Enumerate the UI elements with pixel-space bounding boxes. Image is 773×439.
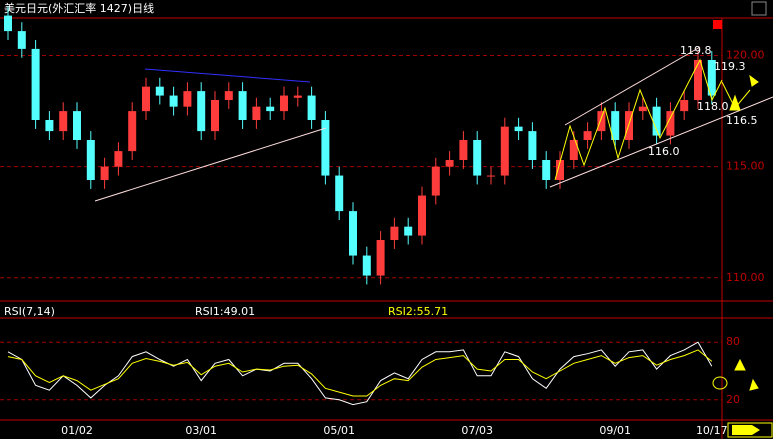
candle-body xyxy=(4,15,12,32)
x-tick-label: 01/02 xyxy=(61,424,93,437)
x-tick-label: 09/01 xyxy=(599,424,631,437)
y-tick-label: 120.00 xyxy=(726,49,765,62)
candle-body xyxy=(680,100,689,112)
y-tick-label: 115.00 xyxy=(726,160,765,173)
candle-body xyxy=(694,60,702,100)
x-tick-label: 03/01 xyxy=(185,424,217,437)
y-tick-label: 110.00 xyxy=(726,271,765,284)
candle-body xyxy=(459,140,468,160)
x-tick-label: 05/01 xyxy=(323,424,355,437)
candle-body xyxy=(556,160,564,180)
candle-body xyxy=(404,226,413,236)
annotation: 119.3 xyxy=(714,60,746,73)
trend-lines xyxy=(94,46,773,438)
candle-body xyxy=(569,140,578,160)
annotation: 118.0 xyxy=(697,100,729,113)
x-tick-label: 07/03 xyxy=(461,424,493,437)
chart-title: 美元日元(外汇汇率 1427)日线 xyxy=(4,1,154,15)
candle-body xyxy=(528,131,537,160)
candle-body xyxy=(238,91,247,120)
candle-body xyxy=(611,111,620,140)
candle-body xyxy=(473,140,482,176)
candle-body xyxy=(280,95,288,112)
annotation: 116.5 xyxy=(726,114,758,127)
candle-body xyxy=(45,120,54,132)
candle-body xyxy=(224,91,233,100)
legend-entry: RSI2:55.71 xyxy=(388,305,448,318)
candle-body xyxy=(211,100,219,132)
candle-body xyxy=(86,140,95,180)
candle-body xyxy=(652,106,661,136)
candle-body xyxy=(128,111,137,152)
candle-body xyxy=(307,95,316,120)
candle-body xyxy=(59,111,68,132)
annotation: 116.0 xyxy=(648,145,680,158)
candle-body xyxy=(197,91,206,132)
candle-body xyxy=(183,91,192,107)
candle-body xyxy=(597,111,606,132)
marker-square xyxy=(713,20,722,29)
candle-body xyxy=(100,166,109,180)
candle-body xyxy=(638,106,647,112)
y-tick-label: 80 xyxy=(726,335,740,348)
candle-body xyxy=(431,166,440,196)
candle-body xyxy=(445,160,454,167)
candle-body xyxy=(155,86,164,96)
candle-body xyxy=(114,151,123,167)
candle-body xyxy=(17,31,26,49)
candle-body xyxy=(376,240,385,276)
candle-body xyxy=(335,175,344,212)
candle-body xyxy=(349,211,357,256)
candle-body xyxy=(542,160,551,180)
frame xyxy=(0,17,773,439)
candle-body xyxy=(169,95,178,107)
candle-body xyxy=(362,255,371,276)
annotation: 119.8 xyxy=(680,44,712,57)
candle-body xyxy=(142,86,150,112)
rsi-line xyxy=(7,341,713,406)
candle-body xyxy=(266,106,275,112)
rsi-line xyxy=(7,349,713,397)
y-tick-label: 20 xyxy=(726,393,740,406)
window-button[interactable] xyxy=(751,1,767,16)
candle-body xyxy=(252,106,261,120)
candle-body xyxy=(666,111,675,136)
candle-body xyxy=(707,60,716,96)
candle-body xyxy=(583,131,592,140)
candle-body xyxy=(390,226,399,240)
candle-body xyxy=(487,175,495,177)
x-tick-label: 10/17 xyxy=(696,424,728,437)
legend-entry: RSI1:49.01 xyxy=(195,305,255,318)
candle-body xyxy=(418,195,426,236)
candle-body xyxy=(500,126,509,176)
candle-body xyxy=(321,120,330,176)
candle-body xyxy=(293,95,302,98)
rsi-title: RSI(7,14) xyxy=(4,305,55,318)
candle-body xyxy=(73,111,81,140)
candle-body xyxy=(31,48,40,121)
candle-body xyxy=(514,126,523,132)
